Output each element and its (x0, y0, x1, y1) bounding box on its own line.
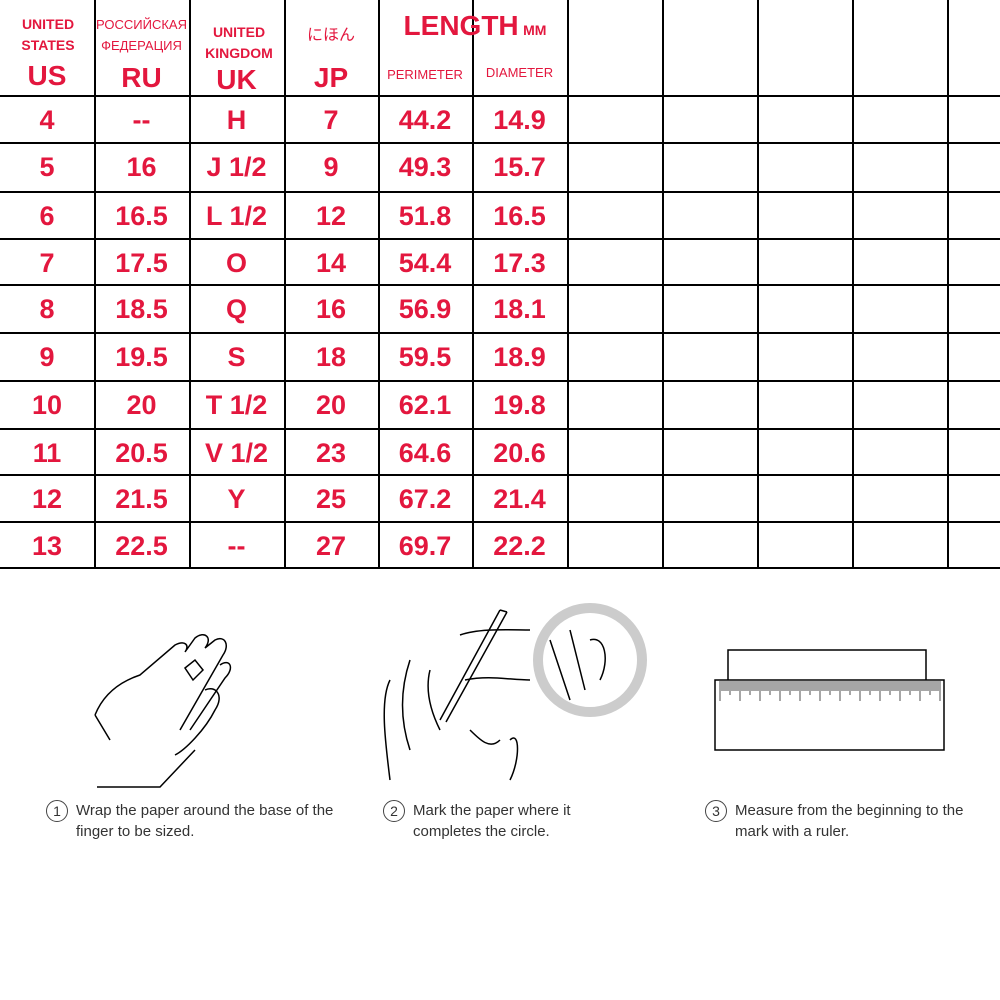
cell-perimeter: 64.6 (398, 438, 452, 468)
step-number: 1 (46, 800, 68, 822)
cell-ru: -- (132, 105, 151, 135)
cell-perimeter: 62.1 (398, 390, 452, 420)
cell-uk: T 1/2 (205, 390, 268, 420)
cell-perimeter: 59.5 (398, 342, 452, 372)
cell-us: 13 (31, 531, 63, 561)
header-length: LENGTH MM (380, 10, 570, 42)
cell-ru: 19.5 (115, 342, 168, 372)
step-2: 2 Mark the paper where it completes the … (383, 800, 633, 842)
cell-ru: 21.5 (115, 484, 168, 514)
cell-jp: 25 (315, 484, 347, 514)
cell-diameter: 18.9 (493, 342, 546, 372)
cell-jp: 23 (315, 438, 347, 468)
cell-uk: Q (225, 294, 247, 324)
cell-perimeter: 51.8 (398, 201, 452, 231)
cell-diameter: 18.1 (493, 294, 546, 324)
grid-row-line (0, 142, 1000, 144)
cell-ru: 18.5 (115, 294, 168, 324)
wrap-finger-illustration (94, 634, 232, 788)
header-diameter: DIAMETER (485, 65, 554, 80)
cell-diameter: 15.7 (493, 152, 546, 182)
grid-row-line (0, 238, 1000, 240)
header-jp-country: にほん (306, 27, 355, 44)
cell-diameter: 16.5 (493, 201, 546, 231)
cell-diameter: 19.8 (493, 390, 546, 420)
step-text: Wrap the paper around the base of the fi… (76, 802, 334, 840)
cell-us: 12 (31, 484, 63, 514)
ruler-illustration (714, 649, 945, 751)
step-text: Measure from the beginning to the mark w… (735, 802, 964, 840)
cell-diameter: 22.2 (493, 531, 546, 561)
cell-jp: 12 (315, 201, 347, 231)
cell-diameter: 21.4 (493, 484, 546, 514)
cell-us: 5 (39, 152, 55, 182)
cell-diameter: 17.3 (493, 248, 546, 278)
cell-us: 6 (39, 201, 55, 231)
cell-uk: L 1/2 (205, 201, 268, 231)
header-jp-code: JP (313, 62, 349, 93)
cell-us: 7 (39, 248, 55, 278)
cell-jp: 18 (315, 342, 347, 372)
cell-jp: 16 (315, 294, 347, 324)
cell-perimeter: 54.4 (398, 248, 452, 278)
header-ru-country: РОССИЙСКАЯ ФЕДЕРАЦИЯ (96, 17, 187, 53)
grid-row-line (0, 191, 1000, 193)
cell-us: 8 (39, 294, 55, 324)
header-us-country: UNITED STATES (21, 16, 75, 53)
cell-us: 4 (39, 105, 55, 135)
header-us-code: US (27, 60, 67, 91)
mark-paper-illustration (383, 603, 647, 781)
grid-row-line (0, 284, 1000, 286)
cell-jp: 14 (315, 248, 347, 278)
grid-row-line (0, 474, 1000, 476)
cell-perimeter: 67.2 (398, 484, 452, 514)
cell-uk: J 1/2 (206, 152, 267, 182)
cell-perimeter: 49.3 (398, 152, 452, 182)
cell-perimeter: 44.2 (398, 105, 452, 135)
cell-jp: 27 (315, 531, 347, 561)
cell-uk: O (225, 248, 247, 278)
header-uk-country: UNITED KINGDOM (205, 24, 273, 61)
step-3: 3 Measure from the beginning to the mark… (705, 800, 995, 842)
step-text: Mark the paper where it completes the ci… (413, 802, 571, 840)
cell-us: 11 (32, 438, 62, 468)
cell-uk: S (227, 342, 246, 372)
header-perimeter: PERIMETER (387, 67, 463, 82)
step-number: 3 (705, 800, 727, 822)
cell-ru: 16 (126, 152, 157, 182)
cell-uk: H (226, 105, 247, 135)
grid-row-line (0, 380, 1000, 382)
cell-diameter: 20.6 (493, 438, 546, 468)
length-title: LENGTH (403, 10, 519, 41)
cell-perimeter: 56.9 (398, 294, 452, 324)
step-1: 1 Wrap the paper around the base of the … (46, 800, 336, 842)
header-ru-code: RU (121, 62, 162, 93)
cell-us: 9 (39, 342, 55, 372)
header-uk-code: UK (216, 64, 257, 95)
grid-row-line (0, 95, 1000, 97)
cell-ru: 20 (126, 390, 157, 420)
cell-diameter: 14.9 (493, 105, 546, 135)
cell-uk: Y (227, 484, 246, 514)
grid-row-line (0, 521, 1000, 523)
cell-jp: 20 (315, 390, 347, 420)
cell-ru: 17.5 (115, 248, 168, 278)
length-unit: MM (523, 22, 547, 38)
grid-row-line (0, 428, 1000, 430)
cell-us: 10 (31, 390, 63, 420)
cell-perimeter: 69.7 (398, 531, 452, 561)
cell-jp: 7 (323, 105, 339, 135)
cell-ru: 20.5 (115, 438, 168, 468)
cell-jp: 9 (323, 152, 339, 182)
cell-ru: 16.5 (115, 201, 168, 231)
cell-uk: V 1/2 (204, 438, 269, 468)
cell-uk: -- (227, 531, 246, 561)
cell-ru: 22.5 (115, 531, 168, 561)
grid-row-line (0, 332, 1000, 334)
grid-row-line (0, 567, 1000, 569)
step-number: 2 (383, 800, 405, 822)
